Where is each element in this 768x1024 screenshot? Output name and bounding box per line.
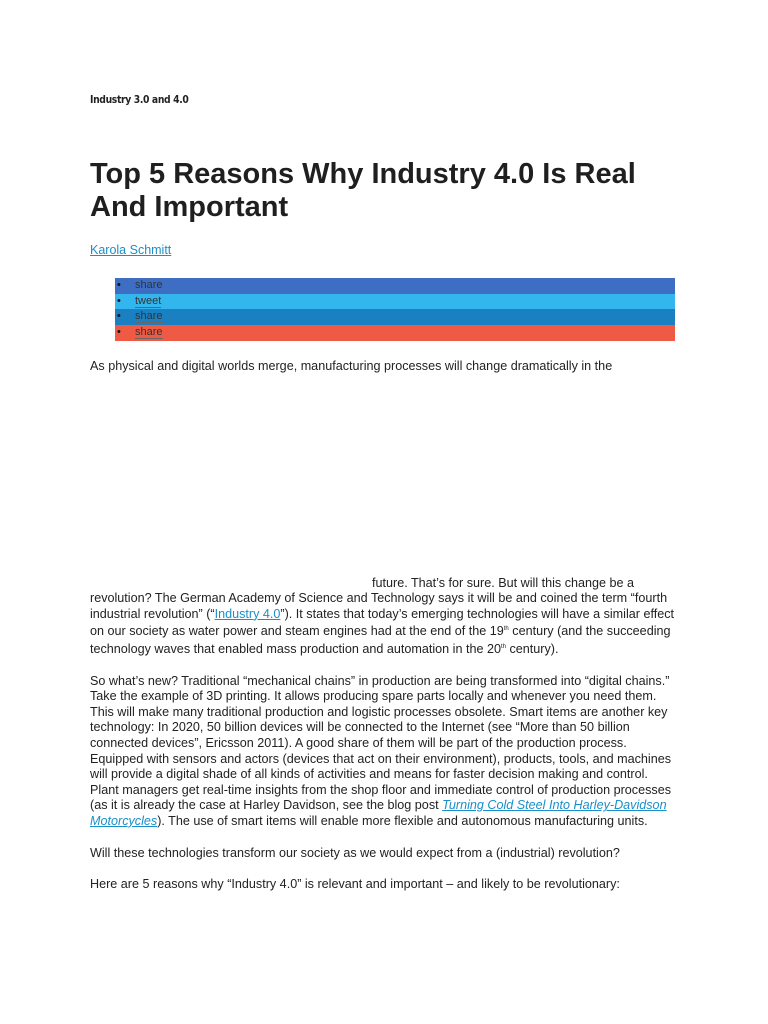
share-button[interactable]: share <box>135 326 163 340</box>
text-run: Here are 5 reasons why “Industry 4.0” is… <box>90 877 620 892</box>
share-item: tweet <box>115 293 675 310</box>
author-link[interactable]: Karola Schmitt <box>90 243 172 257</box>
paragraph: Here are 5 reasons why “Industry 4.0” is… <box>90 877 675 893</box>
text-run: So what’s new? Traditional “mechanical c… <box>90 673 672 813</box>
share-button[interactable]: share <box>135 279 163 292</box>
superscript: th <box>500 643 506 650</box>
text-run: ”). It states that today’s emerging tech… <box>90 606 675 639</box>
share-list: share tweet share share <box>115 278 675 341</box>
paragraph: future. That’s for sure. But will this c… <box>90 576 675 658</box>
text-run: ). The use of smart items will enable mo… <box>157 813 648 828</box>
article-body: As physical and digital worlds merge, ma… <box>90 359 675 909</box>
text-run: Will these technologies transform our so… <box>90 845 620 860</box>
paragraph: Will these technologies transform our so… <box>90 846 675 862</box>
share-item: share <box>115 309 675 326</box>
text-run: century). <box>506 641 559 656</box>
superscript: th <box>503 626 509 633</box>
inline-link[interactable]: Industry 4.0 <box>214 606 281 621</box>
text-run: future. That’s for sure. But will this c… <box>90 575 668 621</box>
intro: As physical and digital worlds merge, ma… <box>90 359 613 373</box>
share-button[interactable]: share <box>135 310 163 324</box>
text-run: century (and the succeeding technology w… <box>90 624 671 656</box>
title: Top 5 Reasons Why Industry 4.0 Is Real A… <box>90 158 636 223</box>
share-item: share <box>115 325 675 341</box>
inline-link[interactable]: Turning Cold Steel Into Harley-Davidson … <box>90 798 667 828</box>
share-item: share <box>115 278 675 294</box>
kicker: Industry 3.0 and 4.0 <box>90 94 189 106</box>
share-button[interactable]: tweet <box>135 294 162 308</box>
paragraph: So what’s new? Traditional “mechanical c… <box>90 674 675 830</box>
